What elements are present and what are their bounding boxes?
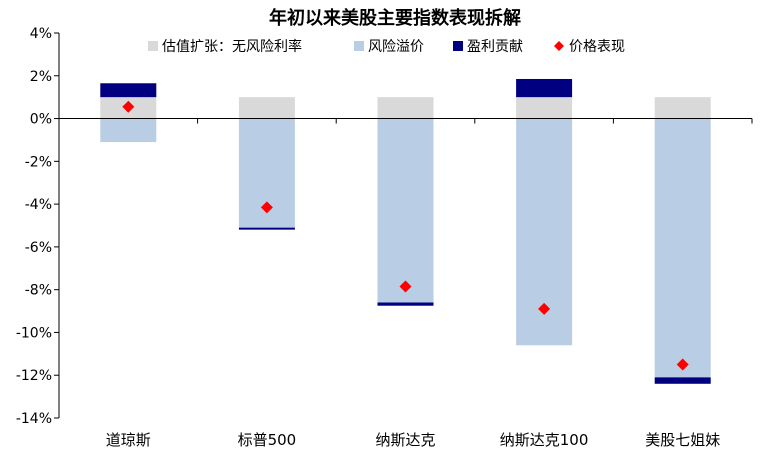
bar-s0-4 [654,97,711,119]
y-tick-label: -6% [25,240,52,256]
y-tick-label: -14% [16,411,52,427]
legend: 估值扩张：无风险利率 风险溢价 盈利贡献 价格表现 [148,38,625,55]
legend-swatch-2 [453,41,463,51]
chart-title: 年初以来美股主要指数表现拆解 [269,7,521,29]
category-label: 美股七姐妹 [645,431,720,449]
category-label: 纳斯达克 [375,431,435,449]
y-tick-label: -12% [16,368,52,384]
bar-s1-0 [100,118,157,143]
legend-swatch-1 [354,41,364,51]
price-marker-0 [122,100,135,113]
bar-s2-3 [516,78,573,98]
bars-group [100,78,711,384]
bar-s0-1 [238,97,295,119]
bar-s2-2 [377,302,434,306]
price-marker-2 [399,280,412,293]
bar-s1-4 [654,118,711,378]
y-tick-label: 0% [30,112,52,128]
bar-s2-1 [238,227,295,230]
price-marker-3 [538,302,551,315]
bar-s2-4 [654,377,711,384]
y-tick-label: -8% [25,283,52,299]
y-tick-label: 4% [30,26,52,42]
price-markers-group [122,100,689,371]
axes-group: 4% 2% 0% -2% -4% -6% -8% -10% -12% -14% 道琼斯 标普500 纳斯… [16,26,753,449]
bar-s1-2 [377,118,434,303]
y-tick-label: -2% [25,154,52,170]
category-label: 纳斯达克100 [500,431,589,449]
bar-s0-2 [377,97,434,119]
category-label: 道琼斯 [106,431,151,449]
legend-label-0: 估值扩张：无风险利率 [162,38,302,55]
price-marker-1 [260,201,273,214]
y-tick-label: 2% [30,69,52,85]
bar-s2-0 [100,83,157,98]
legend-swatch-3 [554,41,564,51]
category-label: 标普500 [238,431,297,449]
y-tick-label: -4% [25,197,52,213]
legend-label-1: 风险溢价 [368,39,424,55]
legend-label-2: 盈利贡献 [467,39,523,55]
legend-label-3: 价格表现 [569,39,625,55]
bar-s0-3 [516,97,573,119]
legend-swatch-0 [148,41,158,51]
price-marker-4 [676,358,689,371]
y-tick-label: -10% [16,325,52,341]
